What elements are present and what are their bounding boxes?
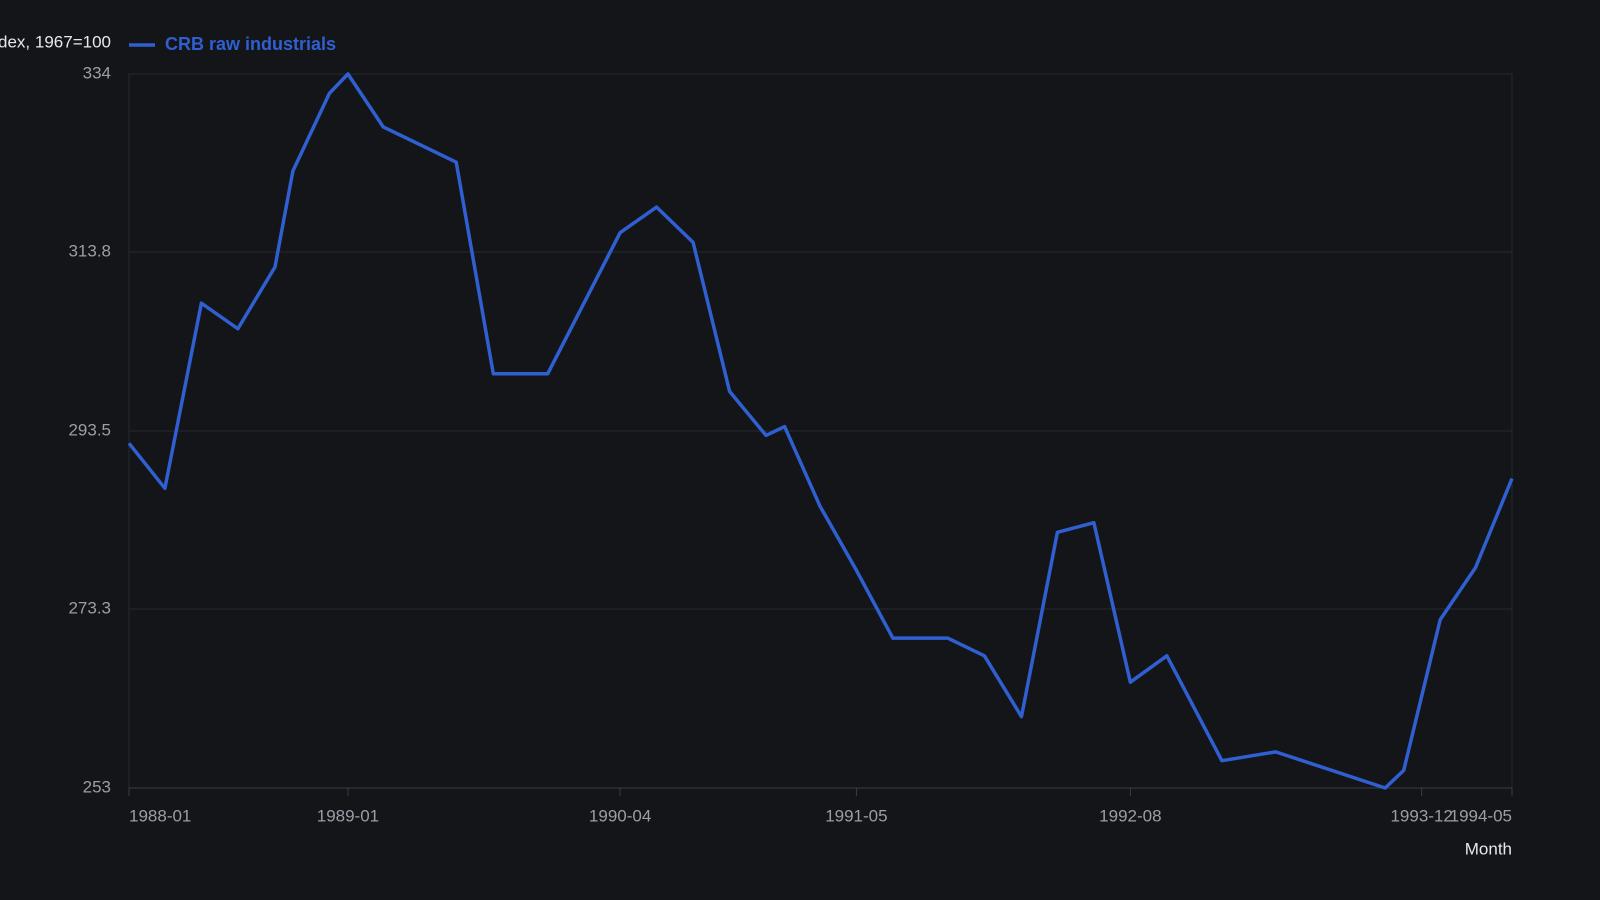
x-tick-label: 1993-12	[1390, 806, 1452, 825]
x-tick-label: 1988-01	[129, 806, 191, 825]
legend-label: CRB raw industrials	[165, 34, 336, 54]
y-axis-label: Index, 1967=100	[0, 32, 111, 51]
x-tick-label: 1990-04	[589, 806, 651, 825]
y-tick-label: 293.5	[68, 420, 111, 439]
x-axis-label: Month	[1465, 839, 1512, 858]
y-tick-label: 253	[83, 777, 111, 796]
x-tick-label: 1989-01	[317, 806, 379, 825]
data-line	[127, 72, 1514, 790]
y-tick-label: 334	[83, 63, 111, 82]
y-tick-label: 313.8	[68, 242, 111, 261]
y-tick-label: 273.3	[68, 599, 111, 618]
x-tick-label: 1992-08	[1099, 806, 1161, 825]
x-tick-label: 1994-05	[1450, 806, 1512, 825]
x-tick-label: 1991-05	[825, 806, 887, 825]
